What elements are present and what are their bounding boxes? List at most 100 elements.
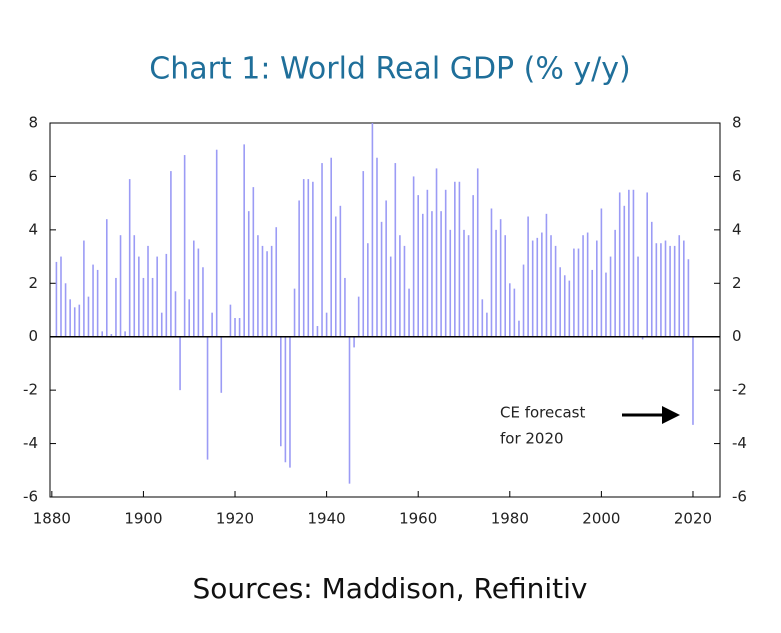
bar — [298, 200, 300, 337]
x-tick-label: 2020 — [674, 510, 712, 528]
bar — [183, 155, 186, 337]
y-tick-label: 6 — [28, 167, 38, 185]
y2-tick-label: 8 — [732, 114, 742, 132]
bar — [632, 189, 635, 337]
bar — [165, 253, 168, 337]
bar — [252, 187, 255, 337]
x-tick-label: 1880 — [33, 510, 71, 528]
bar — [458, 181, 461, 337]
x-tick-label: 1920 — [216, 510, 254, 528]
bar — [110, 334, 113, 337]
bar — [266, 251, 268, 337]
bar — [513, 288, 516, 337]
bar — [394, 163, 397, 337]
bar — [628, 189, 630, 337]
bar — [115, 277, 117, 337]
bar — [78, 304, 81, 337]
bar — [293, 288, 296, 337]
bar — [197, 248, 200, 337]
bar — [243, 144, 245, 337]
bar — [261, 245, 264, 337]
bar — [463, 229, 465, 337]
y-tick-label: 0 — [28, 327, 38, 345]
bar — [646, 192, 648, 337]
bar — [275, 227, 278, 337]
bar — [215, 149, 218, 337]
bar — [357, 296, 360, 337]
y2-tick-label: 2 — [732, 274, 742, 292]
source: Sources: Maddison, Refinitiv — [193, 572, 588, 605]
bar — [87, 296, 90, 337]
bar — [486, 312, 488, 337]
bar — [692, 336, 694, 425]
bar — [234, 318, 236, 337]
bar — [202, 267, 204, 337]
bar — [257, 235, 259, 337]
bar — [247, 211, 250, 337]
bar — [554, 245, 557, 337]
x-tick-label: 1900 — [124, 510, 162, 528]
bar — [421, 213, 424, 337]
bar — [64, 283, 67, 337]
bar — [541, 232, 543, 337]
bar — [605, 272, 607, 337]
bar — [55, 261, 58, 337]
bar — [174, 291, 177, 337]
bar — [591, 269, 594, 337]
bar — [380, 221, 383, 337]
bar — [568, 280, 571, 337]
bar — [669, 245, 671, 337]
bar — [527, 216, 529, 337]
bar — [623, 205, 626, 337]
bar — [522, 264, 525, 337]
bar — [559, 267, 561, 337]
y-tick-label: 4 — [28, 220, 38, 238]
bar — [545, 213, 548, 337]
bar — [490, 208, 493, 337]
bar — [536, 237, 539, 337]
annotation: CE forecast — [500, 404, 585, 422]
bar — [389, 256, 392, 337]
bar — [650, 221, 653, 337]
bar — [60, 256, 62, 337]
bar — [316, 326, 319, 337]
bar — [504, 235, 507, 337]
y2-tick-label: -2 — [732, 381, 747, 399]
bar — [550, 235, 552, 337]
bar — [147, 245, 149, 337]
bar — [577, 248, 580, 337]
bar — [289, 336, 291, 468]
bar — [573, 248, 575, 337]
bar — [655, 243, 658, 337]
bar — [614, 229, 616, 337]
bar — [119, 235, 122, 337]
bar — [73, 307, 76, 337]
bar — [138, 256, 140, 337]
bar — [641, 336, 644, 340]
bar — [467, 235, 470, 337]
bar — [330, 157, 332, 337]
bar — [353, 336, 355, 348]
bar — [596, 240, 598, 337]
bar — [124, 331, 126, 337]
bar — [284, 336, 287, 463]
bar — [664, 240, 667, 337]
bar — [280, 336, 282, 447]
bar — [403, 245, 406, 337]
bar — [142, 277, 145, 337]
bar — [128, 179, 131, 337]
bar — [600, 208, 603, 337]
y2-tick-label: -4 — [732, 434, 747, 452]
bar — [206, 336, 209, 460]
x-tick-label: 1980 — [491, 510, 529, 528]
bar — [481, 299, 484, 337]
bar — [367, 243, 369, 337]
bar — [160, 312, 163, 337]
bar — [220, 336, 223, 393]
bar — [417, 195, 420, 337]
y2-tick-label: 0 — [732, 327, 742, 345]
bar — [193, 240, 195, 337]
plot-frame — [49, 122, 721, 498]
bar — [399, 235, 401, 337]
bar — [344, 277, 346, 337]
